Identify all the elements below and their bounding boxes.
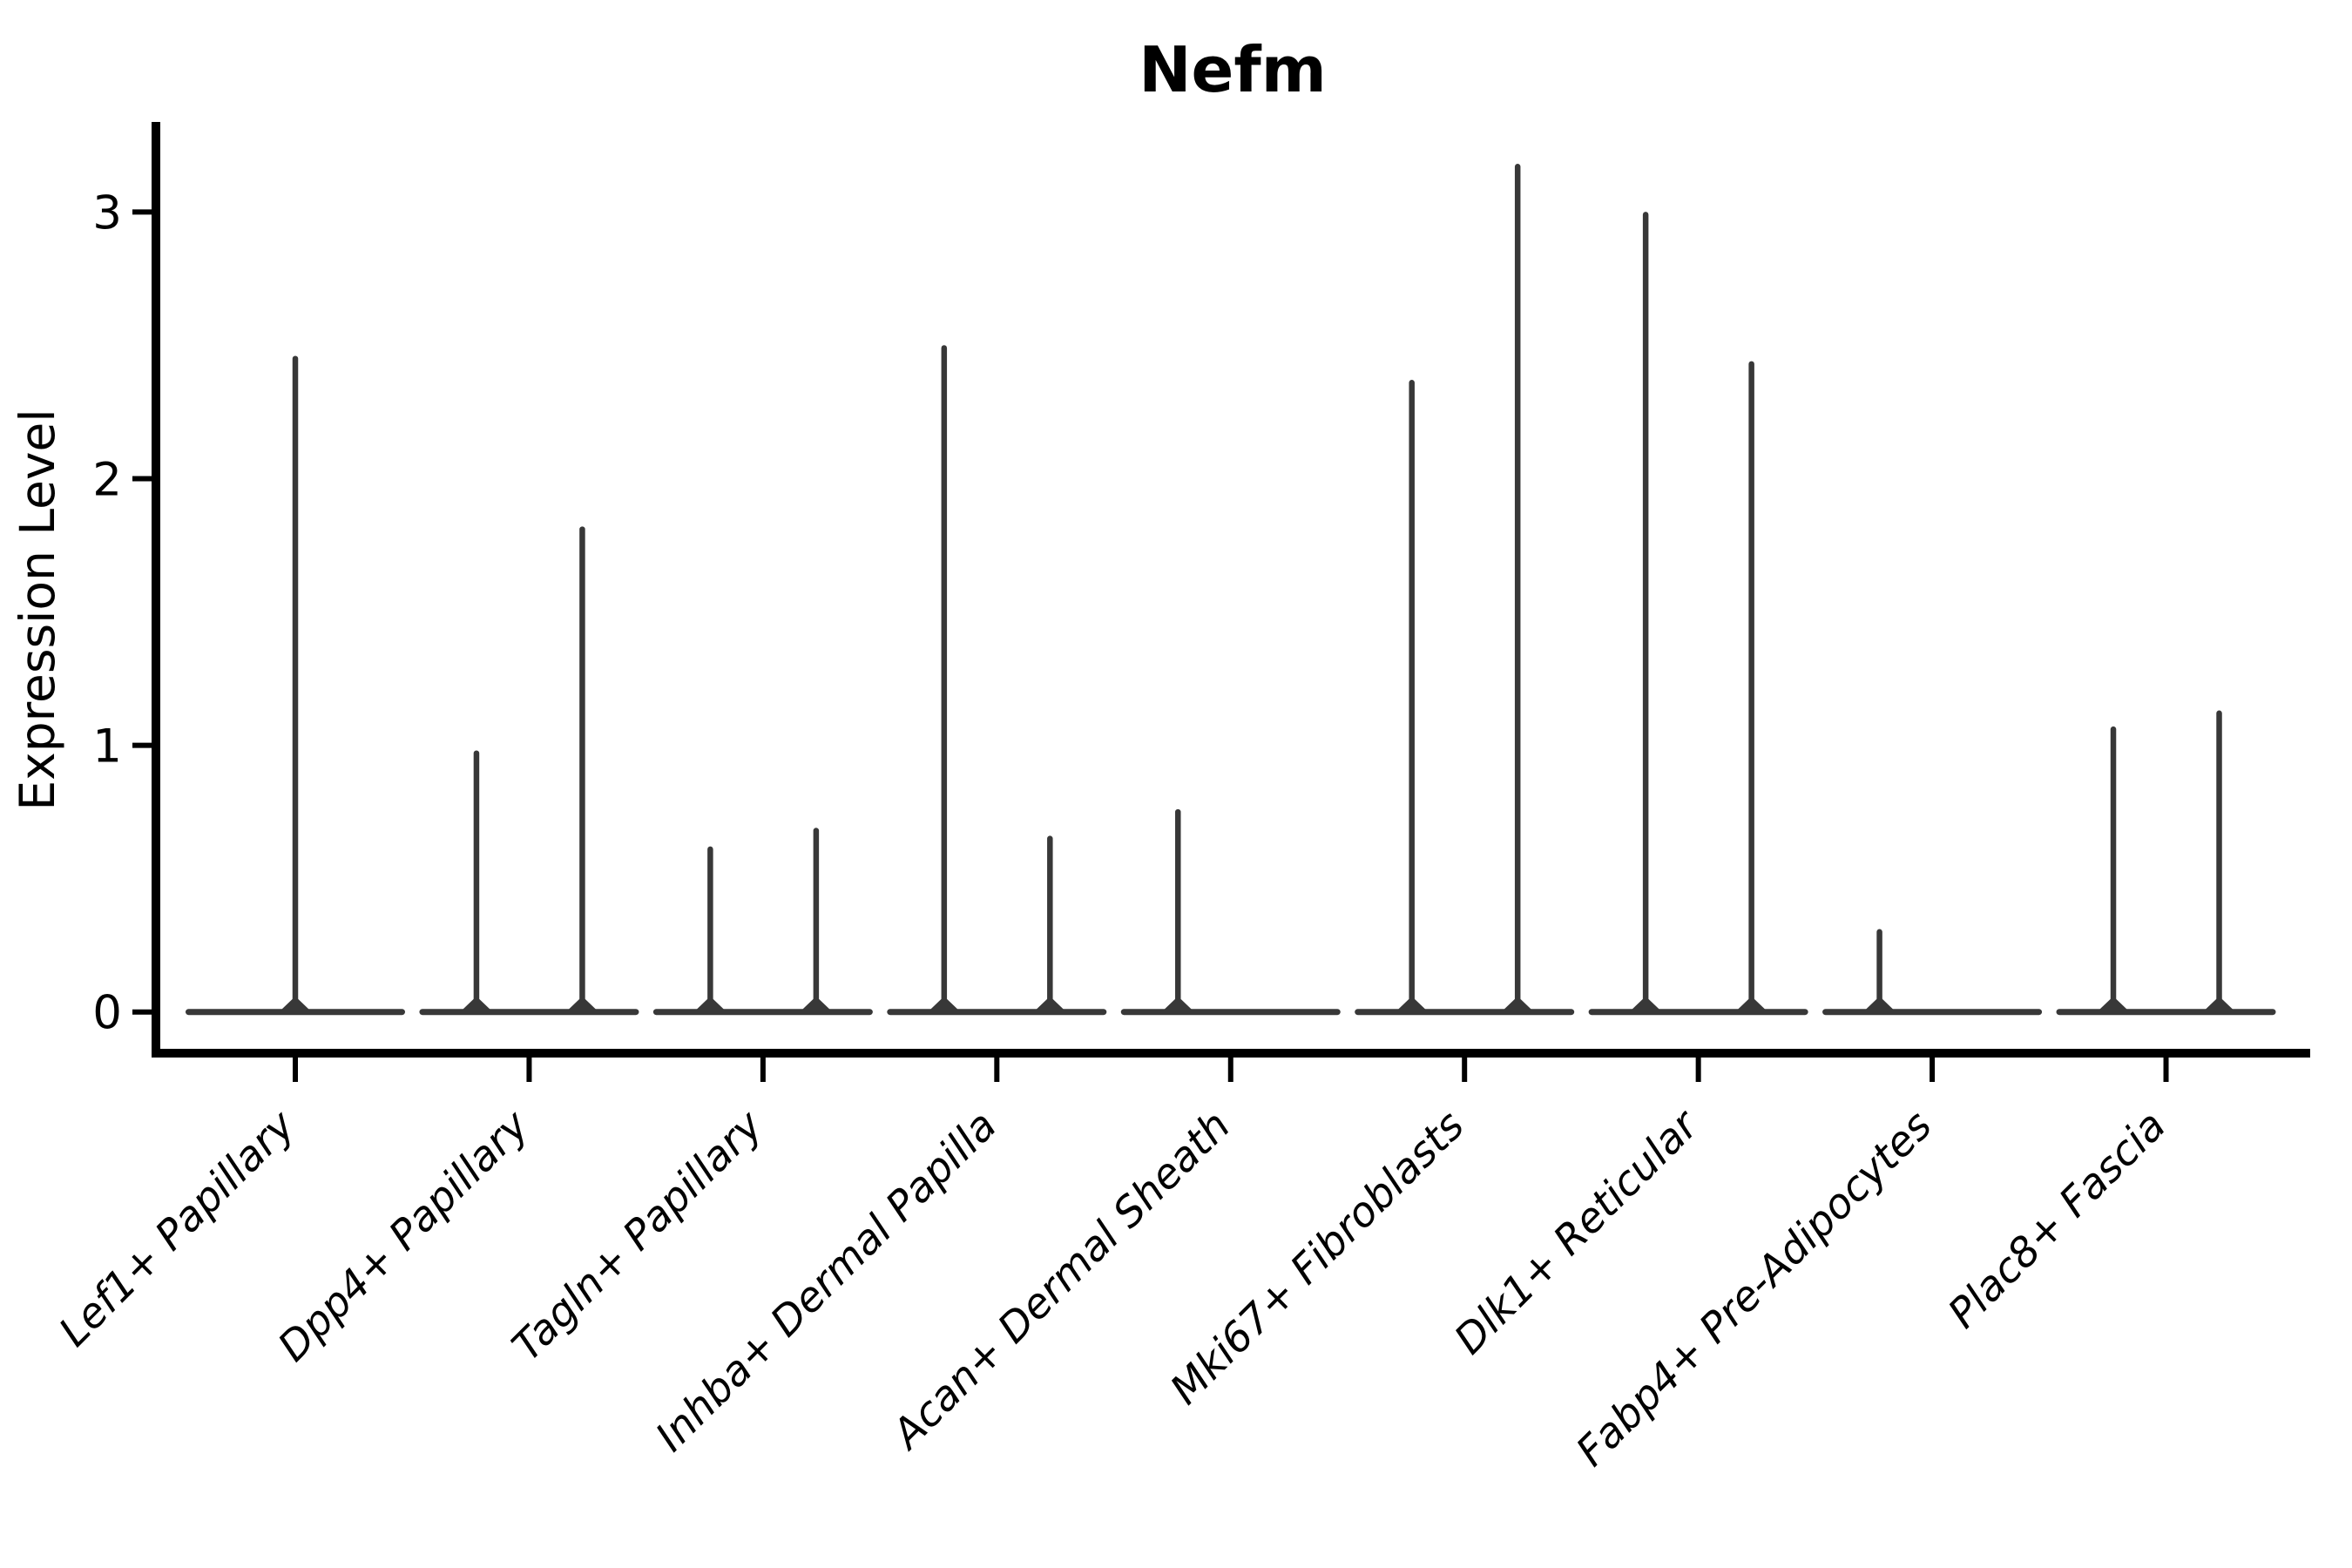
y-tick-label: 1 bbox=[92, 720, 122, 774]
x-tick-label: Dpp4+ Papillary bbox=[269, 1101, 539, 1371]
x-tick-label: Plac8+ Fascia bbox=[1939, 1102, 2175, 1338]
violin bbox=[1588, 212, 1808, 1016]
x-tick-label: Dlk1+ Reticular bbox=[1445, 1100, 1709, 1364]
violin bbox=[652, 828, 873, 1016]
x-tick-label: Tagln+ Papillary bbox=[504, 1101, 774, 1371]
violin-layer bbox=[186, 164, 2276, 1016]
violin bbox=[186, 355, 405, 1016]
violin bbox=[2056, 710, 2276, 1016]
y-axis-label: Expression Level bbox=[10, 409, 65, 810]
chart-title: Nefm bbox=[1139, 33, 1326, 106]
violin bbox=[1120, 808, 1341, 1016]
violin bbox=[419, 526, 639, 1016]
violin bbox=[1355, 164, 1575, 1016]
x-tick-label: Lef1+ Papillary bbox=[50, 1101, 305, 1356]
y-tick-label: 0 bbox=[92, 987, 122, 1040]
violin bbox=[1822, 929, 2043, 1016]
y-tick-label: 2 bbox=[92, 454, 122, 507]
y-tick-label: 3 bbox=[92, 186, 122, 240]
violin bbox=[887, 345, 1107, 1016]
